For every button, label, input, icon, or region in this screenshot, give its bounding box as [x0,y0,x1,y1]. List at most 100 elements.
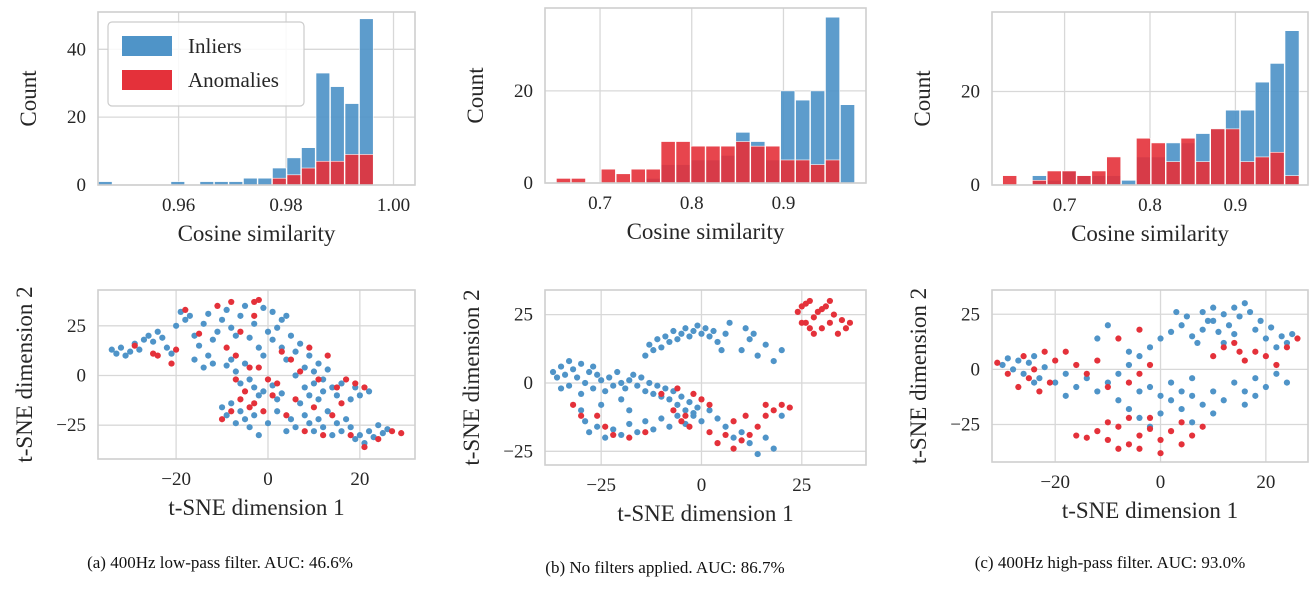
point-inliers-69 [264,420,272,427]
point-inliers-32 [1194,339,1201,347]
point-inliers-86 [778,412,785,419]
point-inliers-48 [223,362,230,369]
point-inliers-69 [642,418,649,425]
point-inliers-39 [287,332,295,339]
point-inliers-6 [1031,353,1038,360]
bar-anomalies-15 [1225,128,1240,186]
point-anomalies-44 [1294,335,1301,342]
bar-anomalies-11 [720,145,736,184]
point-inliers-41 [297,340,304,347]
point-inliers-76 [1094,335,1101,342]
point-inliers-47 [670,327,677,335]
point-inliers-74 [1210,304,1217,311]
point-inliers-40 [642,352,649,359]
point-inliers-67 [1157,392,1164,399]
xtick-label: −20 [1040,472,1070,493]
point-inliers-8 [1041,364,1048,371]
point-inliers-13 [1094,388,1101,395]
point-inliers-64 [602,434,609,441]
point-anomalies-34 [1115,445,1122,452]
point-inliers-90 [375,422,382,429]
point-inliers-12 [163,344,171,351]
point-anomalies-23 [602,423,609,430]
point-inliers-69 [1241,401,1248,408]
point-inliers-66 [1146,383,1154,391]
point-inliers-23 [214,328,221,335]
x-axis-label: t-SNE dimension 1 [1062,498,1238,523]
point-inliers-7 [1036,375,1043,382]
point-inliers-59 [278,390,285,397]
point-anomalies-35 [706,429,713,436]
point-anomalies-9 [255,296,262,304]
point-inliers-62 [1283,379,1291,386]
point-anomalies-2 [168,360,175,367]
point-inliers-66 [246,424,253,431]
point-anomalies-37 [310,404,318,411]
ytick-label: 0 [971,359,981,380]
caption-c: (c) 400Hz high-pass filter. AUC: 93.0% [974,553,1246,572]
point-inliers-43 [306,352,313,359]
point-inliers-10 [1062,370,1069,377]
point-inliers-5 [1025,359,1032,366]
bar-anomalies-6 [1091,170,1107,186]
point-anomalies-49 [274,380,281,387]
point-inliers-62 [586,429,593,436]
point-inliers-64 [1178,388,1185,395]
point-inliers-40 [292,348,299,355]
point-anomalies-15 [818,306,825,313]
ytick-label: −25 [56,415,86,436]
bar-inliers-10 [243,177,258,186]
point-inliers-7 [578,360,585,367]
bar-anomalies-14 [301,167,316,186]
point-inliers-85 [770,445,777,452]
xtick-label: 0.96 [162,195,195,216]
point-anomalies-14 [810,330,817,337]
point-anomalies-6 [818,325,825,332]
point-anomalies-40 [338,400,345,407]
point-inliers-72 [1189,419,1196,426]
bar-anomalies-11 [1165,161,1181,186]
point-inliers-77 [706,407,713,414]
xtick-label: 1.00 [377,195,410,216]
point-inliers-0 [549,368,557,376]
point-inliers-4 [127,348,134,355]
point-inliers-2 [557,363,565,370]
point-anomalies-42 [762,412,769,419]
point-inliers-50 [682,325,689,332]
point-inliers-22 [1189,333,1196,340]
point-inliers-46 [320,376,327,383]
point-anomalies-26 [642,429,649,436]
point-anomalies-29 [361,384,368,391]
point-inliers-85 [352,436,359,443]
point-inliers-33 [1183,313,1190,320]
point-inliers-26 [642,388,649,395]
point-inliers-27 [1241,300,1248,307]
point-inliers-4 [1020,370,1027,377]
point-inliers-49 [228,356,235,363]
point-anomalies-12 [246,364,253,371]
point-inliers-26 [1231,304,1238,311]
panel-b-histogram: 0.7 0.8 0.9 0 20 Cosine similarity Count [463,7,867,244]
x-axis-label: t-SNE dimension 1 [168,495,344,520]
xtick-label: 20 [350,469,369,490]
point-anomalies-45 [1136,326,1143,333]
point-inliers-79 [1125,348,1133,355]
point-anomalies-18 [1083,434,1090,441]
xtick-label: 0 [263,469,273,490]
point-inliers-99 [333,392,340,399]
point-inliers-48 [1136,414,1143,421]
point-anomalies-46 [173,346,180,353]
point-inliers-17 [186,312,193,319]
point-inliers-83 [342,416,350,423]
point-inliers-42 [301,364,308,371]
point-inliers-67 [251,412,258,419]
point-inliers-83 [754,450,761,458]
point-anomalies-46 [1115,335,1122,342]
bar-anomalies-0 [1002,175,1018,186]
point-inliers-53 [1189,392,1196,399]
point-inliers-65 [610,426,617,433]
bar-anomalies-12 [735,141,751,184]
point-inliers-24 [1210,317,1217,324]
legend-label-0: Inliers [188,34,242,58]
point-inliers-56 [260,388,267,395]
